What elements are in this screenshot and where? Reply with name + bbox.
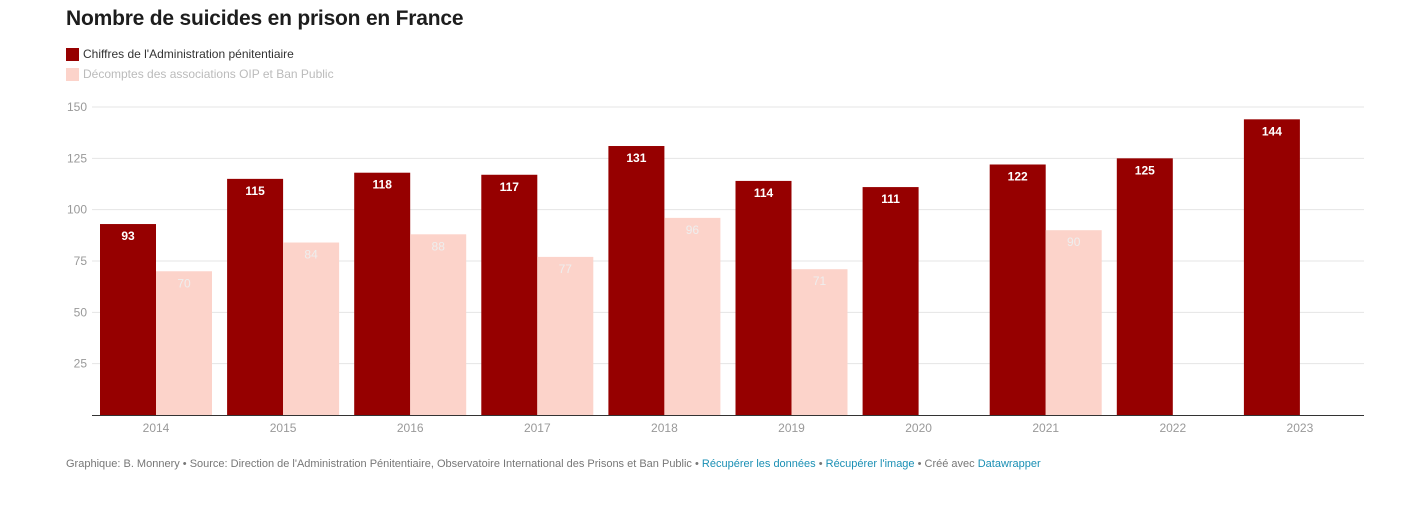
datawrapper-link[interactable]: Datawrapper — [977, 458, 1041, 470]
y-tick-label: 150 — [67, 100, 87, 114]
x-tick-label: 2017 — [524, 421, 551, 435]
legend-item-associations: Décomptes des associations OIP et Ban Pu… — [66, 64, 334, 84]
data-label-administration: 115 — [245, 184, 265, 198]
y-tick-label: 50 — [74, 305, 88, 319]
bar-administration — [354, 172, 411, 415]
bar-administration — [481, 174, 538, 415]
data-label-administration: 114 — [754, 186, 774, 200]
x-tick-label: 2023 — [1287, 421, 1314, 435]
data-label-associations: 88 — [432, 239, 446, 253]
x-tick-label: 2015 — [270, 421, 297, 435]
y-tick-label: 75 — [74, 254, 88, 268]
download-image-link[interactable]: Récupérer l'image — [825, 458, 915, 470]
data-label-associations: 70 — [177, 276, 191, 290]
chart-legend: Chiffres de l'Administration pénitentiai… — [66, 44, 334, 84]
legend-label-administration: Chiffres de l'Administration pénitentiai… — [83, 47, 294, 61]
y-tick-label: 125 — [67, 151, 87, 165]
x-tick-label: 2019 — [778, 421, 805, 435]
x-tick-label: 2022 — [1159, 421, 1186, 435]
y-tick-label: 25 — [74, 357, 88, 371]
bar-associations — [410, 234, 467, 415]
data-label-administration: 118 — [373, 178, 393, 192]
data-label-administration: 122 — [1008, 169, 1028, 183]
x-tick-label: 2020 — [905, 421, 932, 435]
y-tick-label: 100 — [67, 203, 87, 217]
bar-associations — [791, 269, 848, 415]
bar-administration — [1243, 119, 1300, 415]
data-label-administration: 111 — [881, 192, 900, 206]
bar-administration — [608, 146, 665, 415]
bar-administration — [862, 187, 919, 415]
bar-administration — [100, 224, 156, 415]
chart-title: Nombre de suicides en prison en France — [66, 7, 464, 30]
x-tick-label: 2014 — [143, 421, 170, 435]
download-data-link[interactable]: Récupérer les données — [701, 458, 816, 470]
data-label-associations: 71 — [813, 274, 827, 288]
bar-associations — [537, 256, 594, 415]
legend-label-associations: Décomptes des associations OIP et Ban Pu… — [83, 67, 334, 81]
x-tick-label: 2018 — [651, 421, 678, 435]
data-label-associations: 77 — [559, 262, 573, 276]
bar-administration — [227, 178, 284, 415]
data-label-associations: 84 — [304, 248, 318, 262]
data-label-administration: 144 — [1262, 124, 1282, 138]
x-tick-label: 2021 — [1032, 421, 1059, 435]
bar-associations — [283, 242, 340, 415]
chart-footer: Graphique: B. Monnery • Source: Directio… — [66, 458, 1041, 470]
bar-administration — [735, 180, 792, 415]
data-label-administration: 117 — [500, 180, 520, 194]
bar-administration — [1116, 158, 1173, 416]
legend-swatch-administration — [66, 47, 79, 61]
data-label-administration: 93 — [121, 229, 135, 243]
legend-item-administration: Chiffres de l'Administration pénitentiai… — [66, 44, 334, 64]
footer-made-with: • Créé avec — [914, 458, 978, 470]
bar-associations — [156, 271, 212, 415]
footer-credit: Graphique: B. Monnery • Source: Directio… — [66, 458, 702, 470]
bar-administration — [989, 164, 1046, 415]
data-label-associations: 96 — [686, 223, 700, 237]
x-tick-label: 2016 — [397, 421, 424, 435]
data-label-associations: 90 — [1067, 235, 1081, 249]
data-label-administration: 131 — [626, 151, 646, 165]
data-label-administration: 125 — [1135, 163, 1155, 177]
legend-swatch-associations — [66, 67, 79, 81]
bar-associations — [664, 217, 721, 415]
footer-separator: • — [815, 458, 826, 470]
bar-associations — [1045, 230, 1102, 415]
